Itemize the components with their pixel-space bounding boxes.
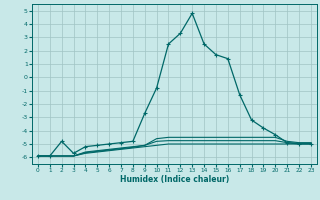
X-axis label: Humidex (Indice chaleur): Humidex (Indice chaleur) [120,175,229,184]
